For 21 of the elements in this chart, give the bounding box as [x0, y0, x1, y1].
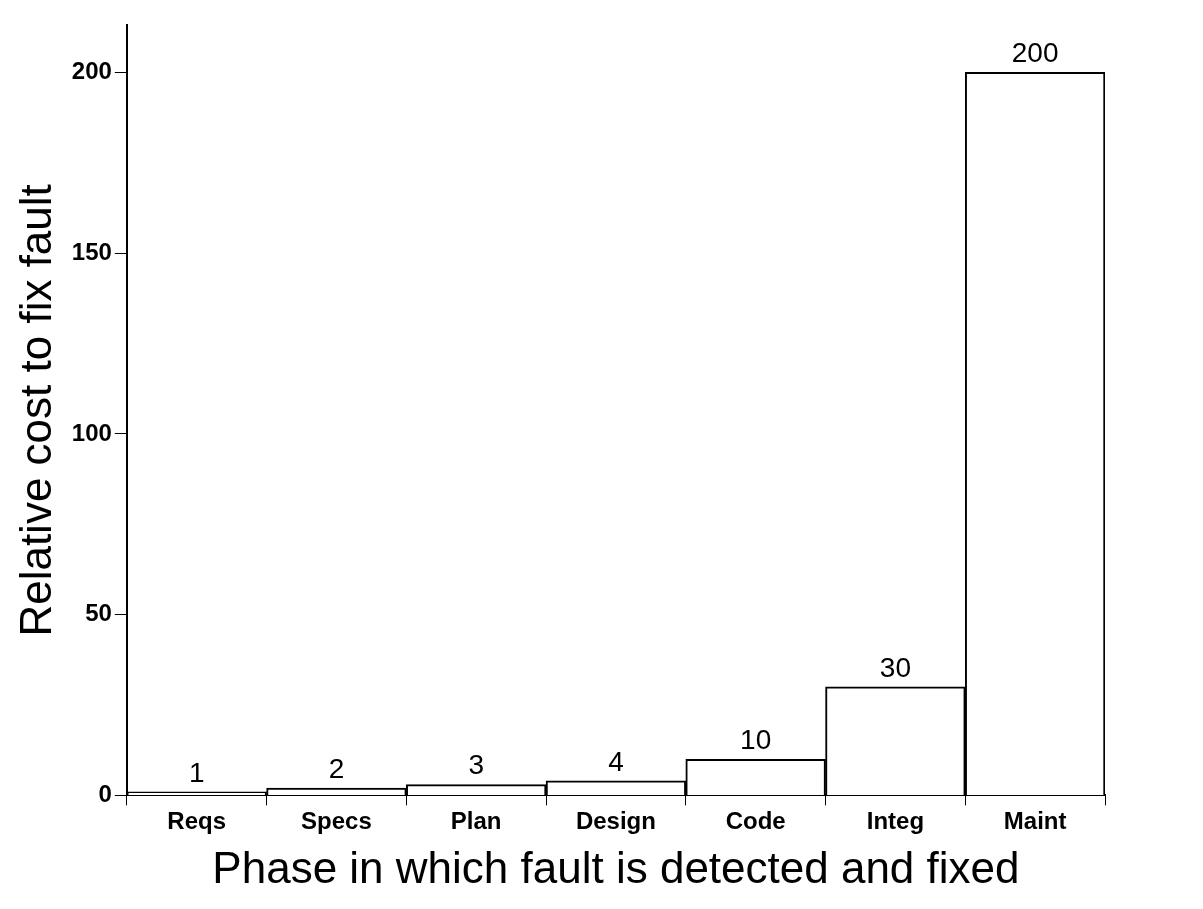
y-tick-label: 200: [71, 57, 112, 85]
y-tick-label: 100: [71, 418, 112, 446]
x-tick-label: Integ: [866, 807, 925, 835]
x-tick-label: Reqs: [167, 807, 227, 835]
data-label: 1: [188, 756, 205, 788]
y-tick-label: 50: [85, 599, 112, 627]
data-label: 2: [328, 752, 345, 784]
x-tick-label: Maint: [1003, 807, 1067, 835]
data-label: 4: [608, 745, 624, 777]
data-label: 30: [879, 651, 911, 683]
y-axis-title: Relative cost to fix fault: [10, 184, 60, 637]
x-tick-label: Plan: [450, 807, 502, 835]
x-tick-label: Specs: [301, 807, 372, 835]
x-axis-title: Phase in which fault is detected and fixed: [212, 842, 1020, 892]
data-label: 10: [740, 723, 772, 755]
y-tick-label: 0: [98, 780, 112, 808]
x-tick-label: Code: [725, 807, 786, 835]
x-tick-label: Design: [575, 807, 656, 835]
y-tick-label: 150: [71, 237, 112, 265]
data-label: 3: [468, 749, 484, 781]
data-label: 200: [1011, 37, 1059, 69]
